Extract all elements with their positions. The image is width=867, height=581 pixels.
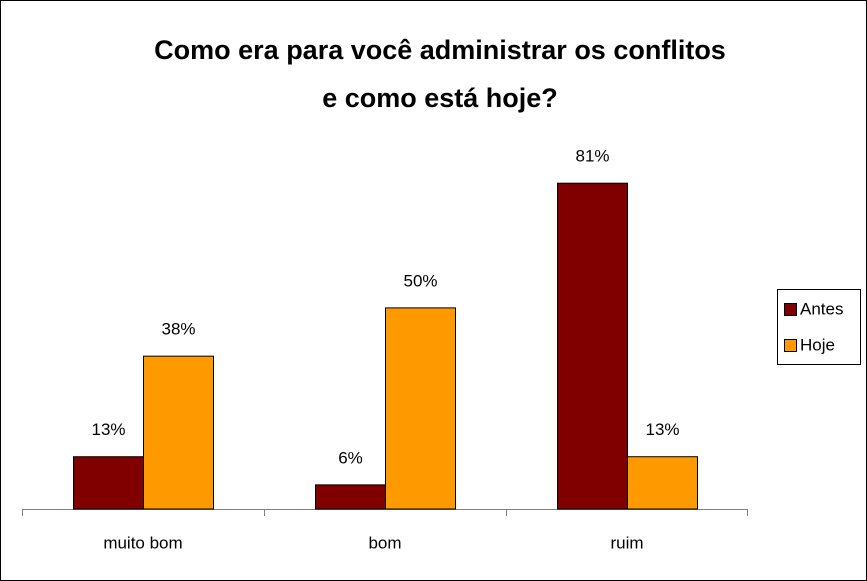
legend-label: Antes	[800, 299, 843, 318]
bar	[385, 307, 456, 510]
x-tick-label: bom	[368, 533, 401, 552]
x-axis-ticks	[22, 509, 748, 516]
x-tick-label: muito bom	[103, 533, 182, 552]
data-label: 6%	[338, 448, 363, 467]
data-label: 38%	[161, 320, 195, 339]
data-label: 13%	[91, 420, 125, 439]
chart-title: Como era para você administrar os confli…	[154, 35, 726, 65]
legend-swatch	[784, 339, 797, 352]
legend-label: Hoje	[800, 335, 835, 354]
data-label: 50%	[403, 271, 437, 290]
bar	[557, 182, 628, 510]
bar	[143, 355, 214, 510]
legend-swatch	[784, 303, 797, 316]
x-tick-label: ruim	[610, 533, 643, 552]
bar	[73, 456, 144, 510]
bar	[315, 484, 386, 510]
data-label: 13%	[645, 420, 679, 439]
bar	[627, 456, 698, 510]
data-label: 81%	[575, 147, 609, 166]
chart-title: e como está hoje?	[322, 83, 558, 113]
